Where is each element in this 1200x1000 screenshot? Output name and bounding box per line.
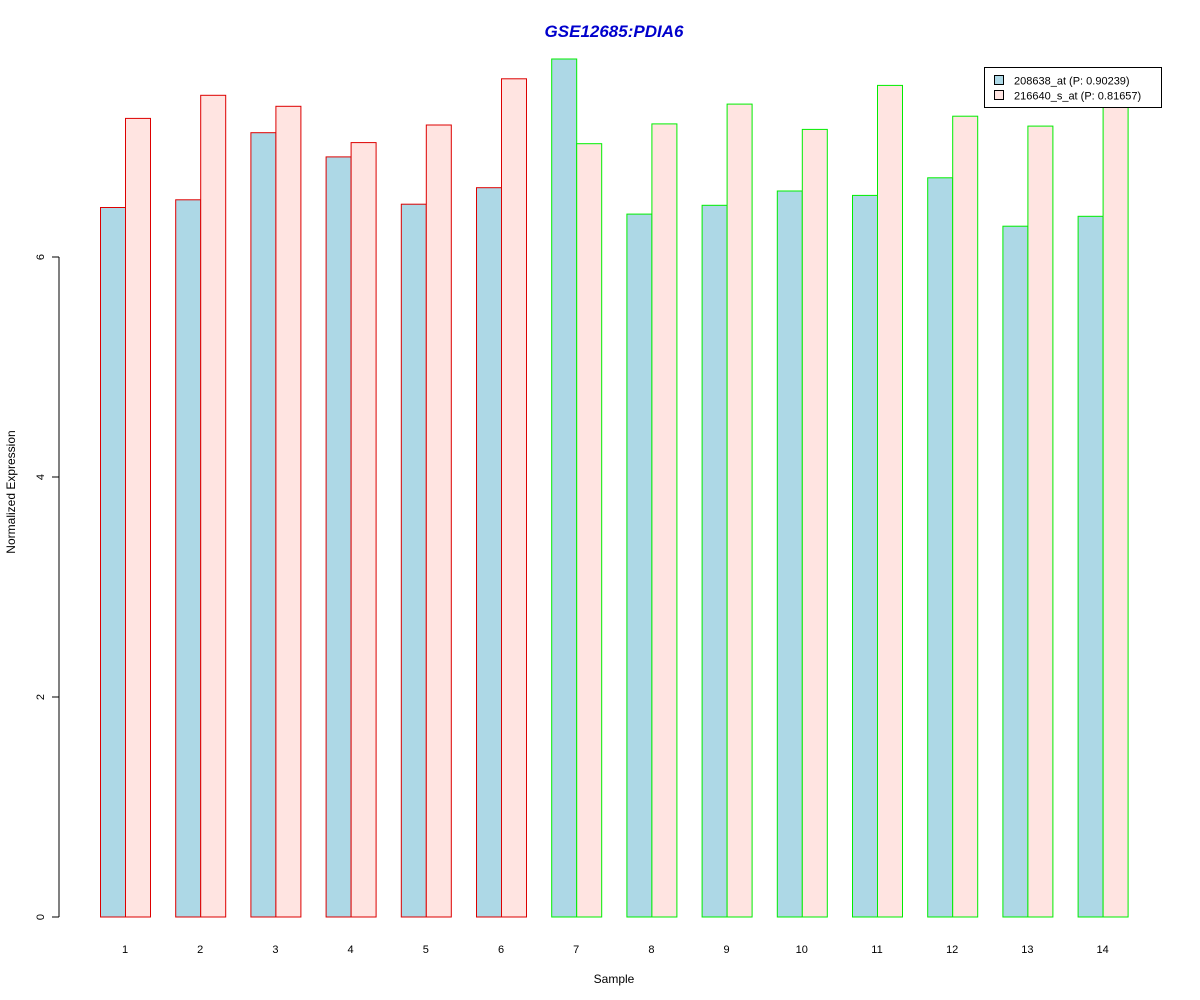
chart-title: GSE12685:PDIA6 xyxy=(545,22,684,41)
bar-sample-13-series-1 xyxy=(1002,225,1029,918)
bar-sample-11-series-2 xyxy=(877,84,903,918)
y-tick-label: 4 xyxy=(35,474,47,480)
x-tick-label: 10 xyxy=(796,944,808,956)
legend: 208638_at (P: 0.90239) 216640_s_at (P: 0.… xyxy=(984,67,1162,108)
y-tick-label: 0 xyxy=(35,914,47,920)
x-axis: 1 2 3 4 5 6 7 8 9 10 11 12 13 14 xyxy=(122,944,1109,956)
bar-sample-12-series-1 xyxy=(927,177,954,918)
y-tick-label: 2 xyxy=(35,694,47,700)
legend-swatch xyxy=(994,90,1004,100)
x-tick-label: 7 xyxy=(573,944,579,956)
bar-sample-1-series-1 xyxy=(100,207,126,918)
legend-swatch xyxy=(994,75,1004,85)
bar-sample-14-series-1 xyxy=(1077,215,1104,918)
bar-sample-12-series-2 xyxy=(952,115,979,918)
x-tick-label: 13 xyxy=(1021,944,1033,956)
bar-sample-1-series-2 xyxy=(125,117,151,918)
bar-sample-14-series-2 xyxy=(1102,105,1129,918)
bar-sample-10-series-2 xyxy=(801,128,828,918)
x-tick-label: 4 xyxy=(348,944,354,956)
y-tick-label: 6 xyxy=(35,254,47,260)
legend-entry-label: 208638_at (P: 0.90239) xyxy=(1014,76,1130,88)
x-tick-label: 6 xyxy=(498,944,504,956)
bar-sample-3-series-1 xyxy=(250,132,277,918)
bar-sample-2-series-1 xyxy=(175,199,202,918)
y-axis: 0 2 4 6 xyxy=(35,254,60,920)
y-axis-title: Normalized Expression xyxy=(4,430,18,553)
x-tick-label: 14 xyxy=(1096,944,1108,956)
x-tick-label: 9 xyxy=(724,944,730,956)
bars xyxy=(100,58,1129,918)
bar-sample-13-series-2 xyxy=(1027,125,1054,918)
bar-sample-7-series-1 xyxy=(551,58,578,918)
bar-sample-6-series-1 xyxy=(476,187,502,918)
bar-sample-2-series-2 xyxy=(200,94,227,918)
bar-sample-4-series-1 xyxy=(325,156,352,918)
legend-entry-label: 216640_s_at (P: 0.81657) xyxy=(1014,91,1141,103)
legend-box xyxy=(984,67,1162,108)
bar-sample-4-series-2 xyxy=(350,142,377,918)
bar-sample-11-series-1 xyxy=(852,194,878,918)
x-tick-label: 11 xyxy=(871,944,882,956)
bar-sample-8-series-1 xyxy=(626,213,653,918)
bar-sample-9-series-2 xyxy=(726,103,753,918)
bar-sample-3-series-2 xyxy=(275,105,302,918)
x-tick-label: 3 xyxy=(272,944,278,956)
x-tick-label: 1 xyxy=(122,944,128,956)
bar-sample-7-series-2 xyxy=(576,143,603,918)
bar-sample-9-series-1 xyxy=(701,204,728,918)
x-axis-title: Sample xyxy=(594,972,635,986)
bar-sample-5-series-2 xyxy=(425,124,452,918)
bar-sample-8-series-2 xyxy=(651,123,678,918)
x-tick-label: 8 xyxy=(648,944,654,956)
x-tick-label: 12 xyxy=(946,944,958,956)
bar-sample-5-series-1 xyxy=(400,203,427,918)
bar-sample-10-series-1 xyxy=(776,190,803,918)
x-tick-label: 5 xyxy=(423,944,429,956)
bar-sample-6-series-2 xyxy=(501,78,527,918)
x-tick-label: 2 xyxy=(197,944,203,956)
